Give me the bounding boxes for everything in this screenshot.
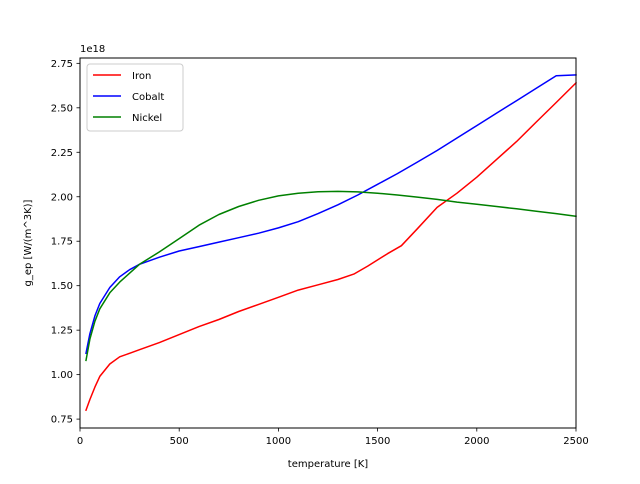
x-axis-label: temperature [K]	[288, 459, 368, 470]
x-tick-label: 2000	[464, 436, 489, 447]
legend: Iron Cobalt Nickel	[86, 63, 184, 132]
y-tick-label: 1.00	[51, 370, 73, 381]
y-axis-ticks: 0.75 1.00 1.25 1.50 1.75 2.00 2.25 2.50 2.75	[51, 59, 80, 426]
y-tick-label: 2.50	[51, 103, 73, 114]
y-tick-label: 1.50	[51, 281, 73, 292]
y-axis-label: g_ep [W/(m^3K)]	[23, 199, 34, 286]
legend-label-cobalt: Cobalt	[132, 92, 164, 103]
y-tick-label: 1.75	[51, 237, 73, 248]
y-tick-label: 1.25	[51, 326, 73, 337]
y-axis-offset-text: 1e18	[80, 44, 105, 55]
y-tick-label: 0.75	[51, 415, 73, 426]
x-tick-label: 1500	[365, 436, 390, 447]
x-tick-label: 500	[170, 436, 189, 447]
plot-frame	[79, 57, 577, 429]
y-tick-label: 2.25	[51, 148, 73, 159]
series-line-iron	[85, 81, 578, 412]
y-tick-label: 2.75	[51, 59, 73, 70]
x-tick-label: 2500	[563, 436, 588, 447]
legend-frame	[86, 63, 184, 132]
legend-label-iron: Iron	[132, 71, 151, 82]
series-line-cobalt	[85, 74, 577, 355]
y-tick-label: 2.00	[51, 192, 73, 203]
series-layer	[85, 74, 578, 412]
x-tick-label: 0	[77, 436, 83, 447]
x-axis-ticks: 0 500 1000 1500 2000 2500	[77, 428, 589, 447]
legend-items: Iron Cobalt Nickel	[93, 71, 164, 124]
legend-label-nickel: Nickel	[132, 113, 162, 124]
series-line-nickel	[85, 190, 577, 362]
x-tick-label: 1000	[266, 436, 291, 447]
